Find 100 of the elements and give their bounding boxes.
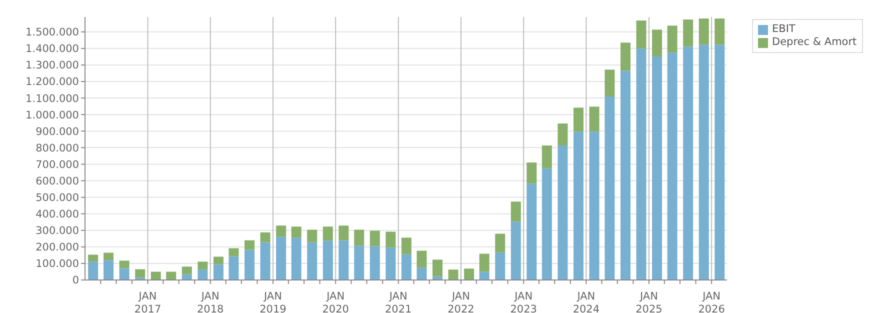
bar (119, 260, 130, 268)
x-tick-label: JAN 2023 (510, 290, 537, 313)
bar (166, 272, 176, 280)
bar (244, 240, 255, 250)
bar (604, 70, 615, 97)
bar (276, 236, 286, 280)
bar (464, 268, 474, 280)
x-tick-label: JAN 2026 (698, 290, 726, 313)
bar (198, 270, 208, 280)
bar (526, 162, 537, 184)
bar (510, 222, 521, 280)
bar (667, 26, 678, 53)
bar (307, 242, 318, 280)
bar (573, 132, 584, 280)
bar (307, 230, 318, 242)
x-tick-label: JAN 2019 (260, 290, 286, 313)
x-tick-label: JAN 2020 (322, 290, 349, 313)
bar (652, 30, 662, 57)
bar (213, 256, 224, 264)
bar (683, 19, 694, 47)
bar (370, 230, 380, 246)
x-tick-label: JAN 2022 (448, 290, 474, 313)
bar (416, 250, 427, 268)
bar (104, 260, 114, 280)
y-tick-label: 1.000.000 (26, 109, 79, 122)
bar (135, 269, 146, 278)
y-tick-label: 800.000 (36, 142, 79, 154)
bar (698, 44, 709, 280)
bar (338, 240, 349, 280)
bar (604, 96, 615, 280)
y-tick-label: 500.000 (36, 192, 79, 204)
bar (698, 18, 709, 45)
y-tick-label: 0 (72, 274, 79, 287)
bar (416, 268, 427, 280)
bar (683, 46, 694, 280)
bar (495, 234, 506, 252)
bar (88, 254, 98, 262)
bar (542, 146, 552, 168)
bar (228, 256, 239, 280)
bar (322, 226, 333, 241)
y-tick-label: 600.000 (36, 175, 79, 188)
bar (260, 242, 270, 280)
y-tick-label: 1.500.000 (26, 26, 79, 39)
bar (479, 272, 490, 280)
bar (432, 260, 442, 276)
x-tick-label: JAN 2017 (134, 290, 162, 313)
bar (260, 232, 270, 242)
bar (213, 264, 224, 280)
x-tick-label: JAN 2021 (385, 290, 412, 313)
bar (401, 254, 412, 280)
bar (714, 44, 725, 280)
bar (354, 230, 364, 246)
y-tick-label: 300.000 (36, 225, 79, 238)
bar (386, 232, 396, 248)
bar (276, 226, 286, 237)
bar (495, 252, 506, 280)
bar (244, 250, 255, 280)
bar (589, 132, 600, 280)
bar (338, 226, 349, 240)
bar (370, 246, 380, 280)
y-tick-label: 200.000 (36, 242, 79, 254)
bar (573, 108, 584, 132)
bar (636, 48, 646, 280)
bar (652, 56, 662, 280)
bar (119, 268, 130, 280)
y-tick-label: 1.100.000 (26, 92, 79, 105)
bar (401, 238, 412, 254)
x-tick-label: JAN 2025 (636, 290, 662, 313)
x-tick-label: JAN 2024 (572, 290, 600, 313)
bar (636, 20, 646, 49)
bar (322, 240, 333, 280)
y-tick-label: 100.000 (36, 258, 79, 270)
bar (558, 146, 568, 280)
y-tick-label: 1.400.000 (26, 43, 79, 56)
bar (479, 254, 490, 272)
bar (182, 266, 192, 274)
bar (620, 42, 630, 71)
bar (354, 246, 364, 280)
bar (589, 106, 600, 132)
legend-label: Deprec & Amort (772, 36, 857, 49)
bar (558, 124, 568, 146)
y-tick-label: 1.300.000 (26, 60, 79, 72)
x-tick-label: JAN 2018 (197, 290, 224, 313)
bar (510, 202, 521, 222)
bar (88, 262, 98, 280)
bar (714, 18, 725, 45)
bar (620, 70, 630, 280)
bar (448, 270, 458, 280)
bar (104, 252, 114, 260)
bar (198, 262, 208, 270)
bar (291, 226, 302, 238)
bar (228, 248, 239, 256)
bar (542, 168, 552, 280)
y-tick-label: 900.000 (36, 126, 79, 138)
bar (150, 272, 161, 280)
bar (291, 238, 302, 280)
bar (526, 184, 537, 280)
y-tick-label: 1.200.000 (26, 76, 79, 88)
bar (386, 248, 396, 280)
y-tick-label: 700.000 (36, 158, 79, 171)
